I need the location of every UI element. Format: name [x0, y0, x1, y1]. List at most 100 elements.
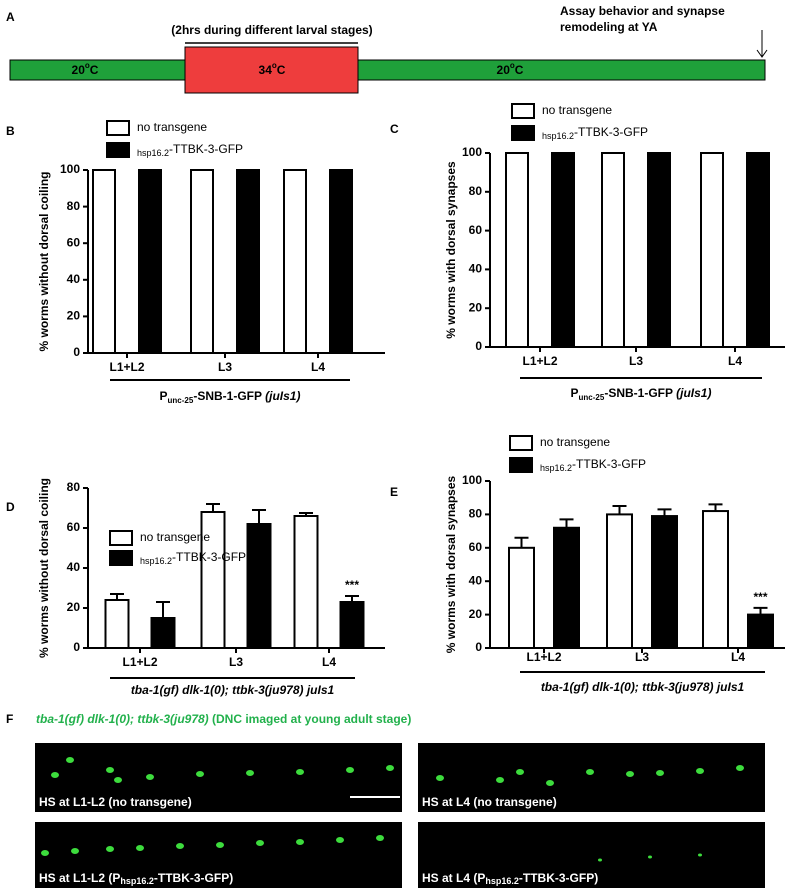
group-label: Punc-25-SNB-1-GFP (juIs1) — [571, 386, 712, 402]
legend-subscript: hsp16.2 — [542, 131, 574, 141]
timeline-label: 20oC — [72, 61, 99, 77]
micrograph-caption: HS at L1-L2 (Phsp16.2-TTBK-3-GFP) — [39, 871, 233, 886]
x-tick-label: L1+L2 — [526, 650, 561, 664]
temp-unit: C — [90, 63, 99, 77]
synapse-puncta — [376, 835, 384, 841]
error-bar — [299, 512, 313, 516]
legend-swatch — [106, 120, 130, 136]
synapse-puncta — [114, 777, 122, 783]
synapse-puncta — [136, 845, 144, 851]
y-axis-label: % worms with dorsal synapses — [444, 161, 458, 339]
synapse-puncta — [106, 846, 114, 852]
group-label-part: tba-1(gf) dlk-1(0); ttbk-3(ju978) juIs1 — [541, 680, 745, 694]
legend-swatch — [509, 435, 533, 451]
caption-prefix: HS at L4 (no transgene) — [422, 795, 557, 809]
legend-swatch — [109, 530, 133, 546]
micrograph — [418, 822, 765, 888]
x-tick-label: L4 — [728, 354, 742, 368]
group-label-part: unc-25 — [579, 393, 605, 402]
y-axis-label: % worms without dorsal coiling — [37, 478, 51, 658]
bar — [601, 152, 625, 348]
error-bar — [252, 509, 266, 524]
temp-degree: o — [85, 61, 90, 70]
group-label-part: -SNB-1-GFP — [193, 389, 265, 403]
panel-label: E — [390, 485, 398, 499]
group-label-part: P — [160, 389, 168, 403]
synapse-puncta — [586, 769, 594, 775]
synapse-puncta — [598, 858, 602, 862]
error-bar — [559, 518, 574, 528]
error-bar — [657, 508, 672, 517]
caption-suffix: -TTBK-3-GFP) — [154, 871, 233, 885]
synapse-puncta — [496, 777, 504, 783]
synapse-puncta — [246, 770, 254, 776]
bar — [236, 169, 260, 354]
caption-prefix: HS at L1-L2 (no transgene) — [39, 795, 192, 809]
legend-name: -TTBK-3-GFP — [169, 142, 243, 156]
y-tick-label: 20 — [469, 300, 483, 314]
bar — [246, 523, 272, 649]
synapse-puncta — [648, 855, 652, 859]
x-tick-label: L1+L2 — [122, 655, 157, 669]
synapse-puncta — [216, 842, 224, 848]
legend-swatch — [511, 125, 535, 141]
synapse-puncta — [296, 839, 304, 845]
synapse-puncta — [176, 843, 184, 849]
y-tick-label: 80 — [67, 199, 81, 213]
synapse-puncta — [698, 853, 702, 857]
significance: *** — [345, 578, 359, 592]
synapse-puncta — [296, 769, 304, 775]
assay-text: remodeling at YA — [560, 20, 658, 34]
y-tick-label: 40 — [67, 272, 81, 286]
y-tick-label: 60 — [67, 520, 81, 534]
timeline-label: 34oC — [259, 61, 286, 77]
group-label: tba-1(gf) dlk-1(0); ttbk-3(ju978) juIs1 — [541, 680, 745, 694]
y-tick-label: 100 — [462, 145, 482, 159]
micrograph-caption: HS at L1-L2 (no transgene) — [39, 795, 192, 809]
caption-sub: hsp16.2 — [120, 876, 154, 886]
temp-number: 34 — [259, 63, 273, 77]
legend-subscript: hsp16.2 — [137, 148, 169, 158]
arrow-head — [756, 49, 768, 58]
bar — [505, 152, 529, 348]
legend-swatch — [109, 550, 133, 566]
bar — [747, 613, 774, 649]
bar — [293, 515, 319, 649]
temp-degree: o — [272, 61, 277, 70]
synapse-puncta — [66, 757, 74, 763]
group-label-part: P — [571, 386, 579, 400]
bar — [746, 152, 770, 348]
legend-name: -TTBK-3-GFP — [172, 550, 246, 564]
synapse-puncta — [736, 765, 744, 771]
synapse-puncta — [346, 767, 354, 773]
significance: *** — [753, 590, 767, 604]
caption-prefix: HS at L4 (P — [422, 871, 485, 885]
bar — [138, 169, 162, 354]
synapse-puncta — [336, 837, 344, 843]
legend-subscript: hsp16.2 — [540, 463, 572, 473]
error-bar — [612, 505, 627, 515]
synapse-puncta — [626, 771, 634, 777]
y-tick-label: 60 — [469, 540, 483, 554]
y-tick-label: 0 — [73, 345, 80, 359]
x-tick-label: L4 — [322, 655, 336, 669]
genotype: tba-1(gf) dlk-1(0); ttbk-3(ju978) — [36, 712, 209, 726]
synapse-puncta — [516, 769, 524, 775]
bar — [553, 526, 580, 650]
legend-label: no transgene — [540, 435, 610, 449]
caption-prefix: HS at L1-L2 (P — [39, 871, 120, 885]
bar — [150, 617, 176, 649]
y-tick-label: 100 — [60, 162, 80, 176]
bar — [702, 510, 729, 649]
bar — [647, 152, 671, 348]
y-tick-label: 40 — [469, 573, 483, 587]
legend-subscript: hsp16.2 — [140, 556, 172, 566]
legend-name: no transgene — [137, 120, 207, 134]
panel-label: A — [6, 10, 15, 24]
x-tick-label: L3 — [229, 655, 243, 669]
error-bar — [753, 606, 768, 615]
bar — [329, 169, 353, 354]
y-tick-label: 100 — [462, 473, 482, 487]
error-bar — [156, 601, 170, 618]
